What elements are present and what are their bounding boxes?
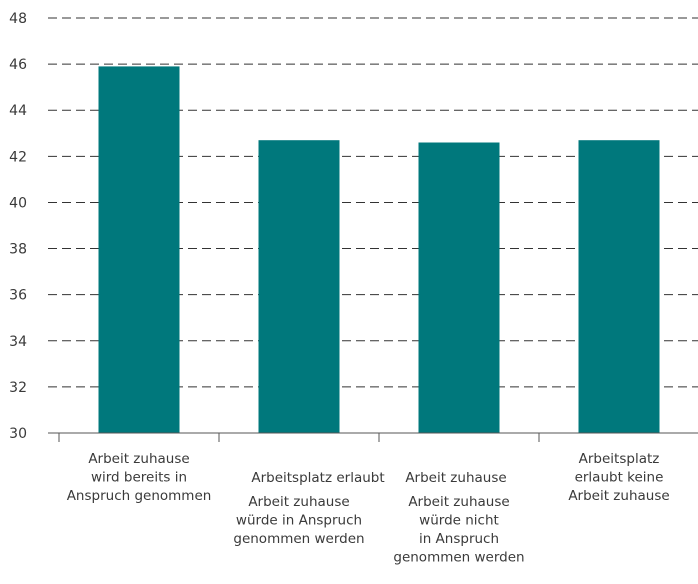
bar [98,66,180,434]
x-category-label: würde in Anspruch [236,513,362,529]
x-axis [48,432,698,442]
x-category-label: in Anspruch [419,531,499,547]
y-tick-label: 32 [9,380,27,396]
y-tick-label: 44 [9,103,27,119]
y-tick-label: 46 [9,57,27,73]
x-category-label: Arbeit zuhause [248,494,349,510]
x-category-label: Arbeitsplatz erlaubt [251,470,384,486]
x-category-label: Anspruch genommen [67,488,212,504]
x-category-label: Arbeit zuhause [88,451,189,467]
x-category-label: genommen werden [233,531,364,547]
x-category-label: genommen werden [393,550,524,566]
x-category-label: wird bereits in [91,470,187,486]
x-category-label: würde nicht [419,513,499,529]
y-tick-label: 40 [9,195,27,211]
y-tick-label: 42 [9,149,27,165]
category-labels: Arbeit zuhause wird bereits in Anspruch ge… [67,451,670,566]
y-tick-label: 36 [9,288,27,304]
y-tick-label: 34 [9,334,27,350]
y-tick-label: 38 [9,242,27,258]
bar [258,140,340,433]
y-tick-labels: 30 32 34 36 38 40 42 44 46 48 [9,11,27,442]
y-tick-label: 48 [9,11,27,27]
bar [578,140,660,433]
bar [418,142,500,433]
x-category-label: Arbeitsplatz [579,451,660,467]
x-category-label: Arbeit zuhause [568,488,669,504]
x-category-label: erlaubt keine [575,470,664,486]
x-category-label: Arbeit zuhause [405,470,506,486]
bars [98,66,660,434]
x-category-label: Arbeit zuhause [408,494,509,510]
y-tick-label: 30 [9,426,27,442]
gridlines [48,17,698,388]
